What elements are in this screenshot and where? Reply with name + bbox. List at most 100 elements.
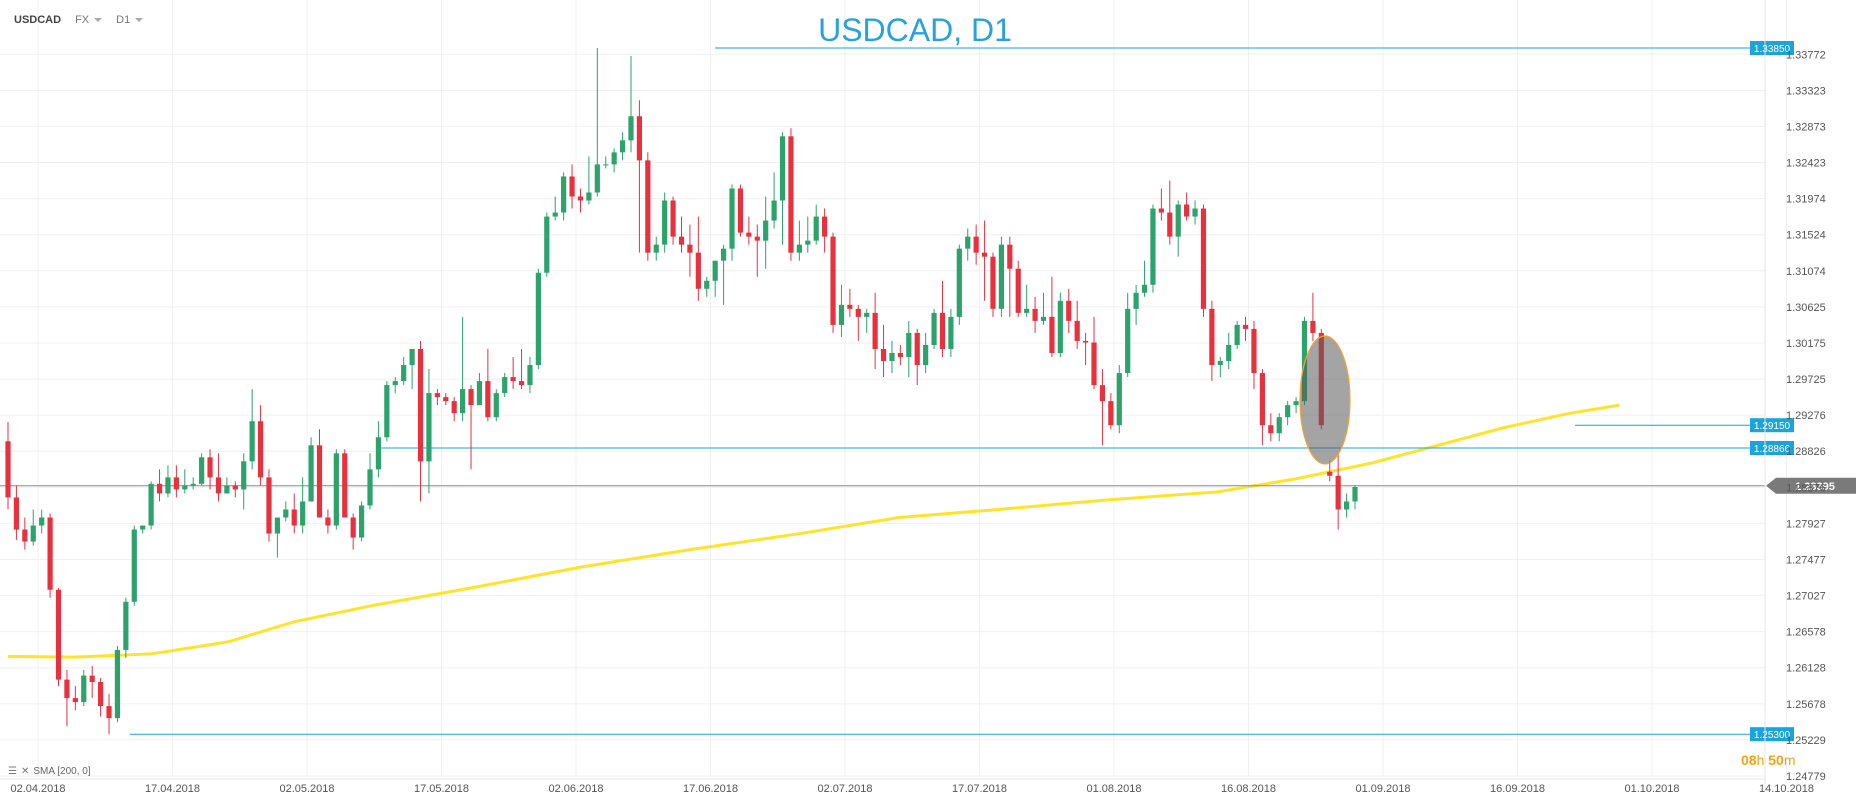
candle-body: [1091, 342, 1097, 386]
candle-body: [5, 441, 11, 498]
candle: [611, 148, 617, 173]
indicator-legend[interactable]: ☰ ✕ SMA [200, 0]: [8, 766, 91, 777]
level-price-label: 1.29150: [1754, 421, 1791, 432]
candle-body: [316, 445, 323, 518]
candle-body: [1066, 300, 1072, 321]
level-price-label: 1.28866: [1754, 444, 1791, 455]
candle-body: [485, 381, 491, 418]
y-axis: 1.33772 1.33323 1.32873 1.32423 1.31974 1.315…: [1764, 0, 1826, 790]
candle-body: [502, 377, 508, 394]
candle-body: [510, 377, 516, 382]
current-price-tag: [1766, 477, 1856, 494]
candle-body: [114, 649, 121, 719]
candle: [796, 220, 802, 261]
market-selector[interactable]: FX: [75, 14, 103, 26]
candle-body: [544, 216, 550, 273]
candle: [880, 324, 887, 378]
candle-body: [737, 188, 744, 233]
candle: [746, 216, 752, 245]
candle-body: [274, 517, 280, 534]
x-tick-label: 16.09.2018: [1490, 783, 1545, 795]
candle-body: [89, 675, 95, 683]
level-price-label: 1.25300: [1754, 730, 1791, 741]
symbol-label[interactable]: USDCAD: [14, 14, 62, 26]
candle: [316, 429, 323, 518]
candle-body: [1125, 308, 1131, 374]
x-tick-label: 17.04.2018: [145, 783, 200, 795]
candle-timer: 08h 50m: [1741, 752, 1796, 768]
candle: [502, 373, 508, 398]
candle: [1226, 332, 1232, 370]
candle-body: [754, 236, 760, 241]
close-icon[interactable]: ✕: [20, 766, 30, 777]
candle-body: [232, 485, 238, 490]
candle-body: [939, 312, 946, 349]
candle: [594, 48, 600, 197]
candle: [1276, 413, 1282, 442]
candle: [662, 192, 668, 253]
candle: [1091, 316, 1097, 390]
candle: [367, 453, 373, 510]
candle-body: [577, 196, 584, 201]
candle-body: [1251, 328, 1257, 374]
y-tick-label: 1.30625: [1786, 302, 1826, 314]
candle: [300, 477, 306, 534]
candle-body: [434, 393, 440, 398]
candle-body: [358, 505, 365, 538]
candle: [1032, 296, 1038, 333]
candle: [55, 588, 62, 687]
candle: [586, 156, 592, 205]
candle-body: [670, 200, 676, 237]
candle: [813, 204, 819, 245]
candle: [1040, 292, 1047, 325]
y-tick-label: 1.27027: [1786, 591, 1826, 603]
y-tick-label: 1.31524: [1786, 230, 1826, 242]
candle-body: [215, 477, 222, 494]
candle-body: [746, 232, 752, 237]
candle: [30, 509, 36, 546]
candle: [375, 421, 382, 478]
candle-body: [409, 348, 415, 366]
settings-icon[interactable]: ☰: [8, 766, 17, 777]
candle-body: [1133, 292, 1139, 309]
candle: [628, 56, 634, 153]
candle-body: [1057, 300, 1063, 353]
y-tick-label: 1.27477: [1786, 554, 1826, 566]
x-tick-label: 16.08.2018: [1221, 783, 1276, 795]
candle: [39, 509, 45, 534]
candle: [788, 128, 794, 261]
candle-body: [645, 160, 651, 253]
candle: [1251, 320, 1257, 390]
candle-body: [241, 461, 247, 490]
y-tick-label: 1.31074: [1786, 266, 1826, 278]
candle-body: [561, 176, 567, 213]
candle: [847, 288, 853, 317]
candle: [232, 481, 238, 498]
timeframe-selector[interactable]: D1: [116, 14, 144, 26]
candle-body: [788, 136, 794, 253]
candle: [114, 645, 121, 723]
candle-body: [973, 236, 979, 253]
candle: [1192, 200, 1198, 225]
candle: [5, 422, 11, 510]
candle-body: [476, 381, 483, 406]
candle: [1116, 365, 1122, 434]
candle: [47, 513, 53, 598]
candle-body: [140, 525, 146, 530]
candle-body: [897, 352, 903, 357]
x-tick-label: 02.06.2018: [548, 783, 603, 795]
candle-body: [460, 389, 466, 414]
candle: [544, 212, 550, 277]
candle: [1150, 204, 1156, 293]
candle: [931, 308, 937, 349]
candle-body: [350, 517, 356, 538]
chevron-down-icon: [135, 18, 144, 22]
candle: [13, 485, 20, 540]
timer-minutes-unit: m: [1783, 752, 1796, 768]
candle: [257, 405, 264, 486]
candle: [207, 449, 213, 490]
candle: [535, 268, 541, 370]
candle-body: [771, 200, 777, 221]
